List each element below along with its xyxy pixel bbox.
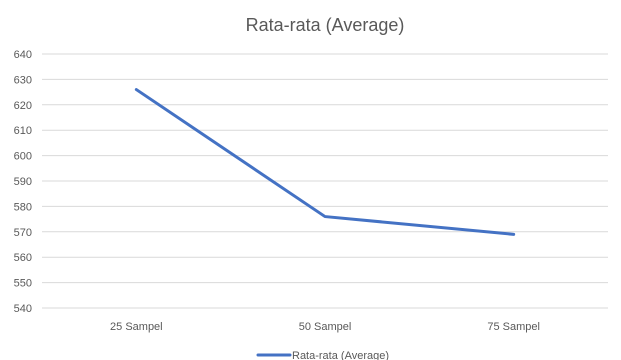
gridlines bbox=[42, 53, 608, 309]
series-line bbox=[134, 88, 516, 236]
y-tick-label: 640 bbox=[14, 49, 32, 61]
x-tick-label: 75 Sampel bbox=[487, 321, 540, 333]
y-tick-label: 610 bbox=[14, 125, 32, 137]
legend: Rata-rata (Average) bbox=[256, 350, 389, 360]
y-tick-label: 620 bbox=[14, 100, 32, 112]
y-tick-label: 560 bbox=[14, 252, 32, 264]
x-tick-label: 25 Sampel bbox=[110, 321, 163, 333]
chart-title: Rata-rata (Average) bbox=[246, 15, 405, 35]
series-layer bbox=[134, 88, 516, 236]
x-tick-label: 50 Sampel bbox=[299, 321, 352, 333]
y-tick-label: 630 bbox=[14, 74, 32, 86]
x-axis-ticks: 25 Sampel 50 Sampel 75 Sampel bbox=[110, 321, 540, 333]
y-axis-ticks: 640 630 620 610 600 590 580 570 560 550 540 bbox=[14, 49, 32, 315]
y-tick-label: 570 bbox=[14, 227, 32, 239]
y-tick-label: 590 bbox=[14, 176, 32, 188]
legend-label: Rata-rata (Average) bbox=[292, 350, 389, 360]
y-tick-label: 540 bbox=[14, 303, 32, 315]
y-tick-label: 600 bbox=[14, 151, 32, 163]
y-tick-label: 580 bbox=[14, 201, 32, 213]
y-tick-label: 550 bbox=[14, 278, 32, 290]
